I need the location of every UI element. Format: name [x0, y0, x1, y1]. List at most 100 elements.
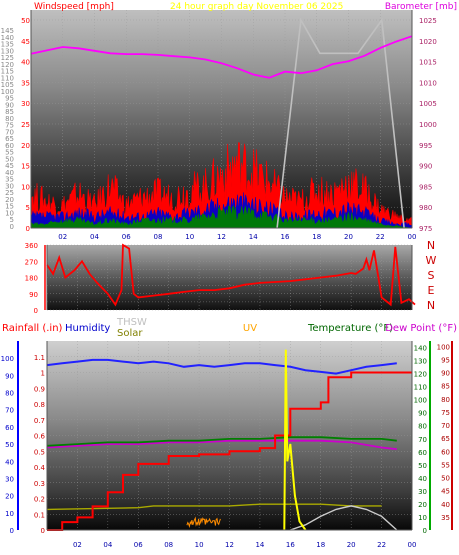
y-tick-label-secondary: 45 [5, 162, 14, 170]
x-tick-label: 06 [122, 233, 131, 241]
y-tick-label: 10 [21, 183, 30, 191]
x-tick-label: 02 [58, 233, 67, 241]
x-tick-label: 16 [286, 541, 295, 549]
y-tick-label-secondary: 35 [5, 176, 14, 184]
y-tick-label-right: 90 [418, 410, 427, 418]
series-solar [46, 503, 382, 511]
y-tick-label-right: 1025 [419, 17, 437, 25]
y-tick-label-right: 40 [418, 475, 427, 483]
y-tick-label: 0.4 [34, 464, 46, 472]
y-tick-label: 0.1 [34, 511, 45, 519]
y-tick-label: 1 [41, 370, 45, 378]
y-tick-label-secondary: 135 [1, 41, 14, 49]
y-tick-label-secondary: 60 [5, 142, 14, 150]
y-tick-label-secondary: 55 [5, 149, 14, 157]
x-tick-label: 04 [90, 233, 99, 241]
series-rainfall [47, 371, 412, 531]
x-tick-label: 14 [249, 233, 258, 241]
y-tick-label-right: 100 [414, 397, 427, 405]
y-tick-label-secondary: 70 [5, 128, 14, 136]
y-tick-label-right-secondary: 50 [441, 475, 450, 483]
series-windspeed-1 [30, 142, 413, 229]
y-tick-label-right: 130 [414, 358, 427, 366]
y-tick-label-secondary: 0 [10, 223, 14, 231]
uv-label: UV [243, 323, 257, 334]
y-tick-label-right-secondary: 90 [441, 370, 450, 378]
y-tick-label-right: 30 [418, 488, 427, 496]
y-tick-label-right: 10 [418, 514, 427, 522]
compass-label: S [428, 269, 435, 282]
y-tick-label-right: 980 [419, 204, 432, 212]
y-tick-label-secondary: 95 [5, 95, 14, 103]
y-tick-label: 25 [21, 121, 30, 129]
y-tick-label: 5 [26, 204, 30, 212]
y-tick-label-right: 60 [418, 449, 427, 457]
y-tick-label: 360 [25, 242, 38, 250]
x-tick-label: 22 [376, 233, 385, 241]
y-tick-label: 0.3 [34, 480, 45, 488]
y-tick-label-secondary: 105 [1, 81, 14, 89]
y-tick-label-secondary: 75 [5, 122, 14, 130]
chart-title: 24 hour graph day November 06 2025 [170, 2, 343, 12]
y-tick-label-secondary: 30 [5, 182, 14, 190]
y-tick-label: 0.5 [34, 448, 45, 456]
y-tick-label-secondary: 85 [5, 108, 14, 116]
y-tick-label-secondary: 70 [5, 407, 14, 415]
x-tick-label: 10 [185, 233, 194, 241]
rainfall-label: Rainfall (.in) [2, 323, 63, 334]
x-tick-label: 00 [408, 233, 417, 241]
y-tick-label: 0 [26, 225, 30, 233]
y-tick-label-secondary: 40 [5, 169, 14, 177]
y-tick-label-secondary: 130 [1, 47, 14, 55]
x-tick-label: 20 [347, 541, 356, 549]
x-tick-label: 20 [344, 233, 353, 241]
y-tick-label-right: 1005 [419, 100, 437, 108]
x-tick-label: 06 [134, 541, 143, 549]
y-tick-label: 0 [41, 527, 45, 535]
y-tick-label-right: 50 [418, 462, 427, 470]
y-tick-label: 45 [21, 38, 30, 46]
y-tick-label: 180 [25, 275, 38, 283]
series-gray-line [276, 17, 405, 229]
y-tick-label-secondary: 0 [10, 527, 14, 535]
y-tick-label-secondary: 60 [5, 424, 14, 432]
y-tick-label: 0.7 [34, 417, 45, 425]
left-axis-title: Windspeed [mph] [34, 2, 114, 12]
y-tick-label-secondary: 20 [5, 196, 14, 204]
series-humidity [46, 358, 397, 375]
y-tick-label-secondary: 90 [5, 101, 14, 109]
y-tick-label-secondary: 140 [1, 34, 14, 42]
x-tick-label: 16 [281, 233, 290, 241]
compass-label: N [427, 239, 435, 252]
x-tick-label: 18 [316, 541, 325, 549]
humidity-label: Humidity [65, 323, 110, 334]
x-tick-label: 18 [312, 233, 321, 241]
y-tick-label: 35 [21, 79, 30, 87]
y-tick-label-right-secondary: 100 [437, 343, 450, 351]
y-tick-label-secondary: 25 [5, 189, 14, 197]
y-tick-label: 0 [34, 307, 38, 315]
y-tick-label-right: 995 [419, 142, 432, 150]
y-tick-label: 0.6 [34, 433, 46, 441]
y-tick-label-secondary: 30 [5, 475, 14, 483]
y-tick-label-secondary: 10 [5, 209, 14, 217]
y-tick-label-secondary: 40 [5, 458, 14, 466]
y-tick-label-right: 80 [418, 423, 427, 431]
y-tick-label-right: 110 [414, 384, 427, 392]
y-tick-label-right: 1000 [419, 121, 437, 129]
y-tick-label-secondary: 5 [10, 216, 14, 224]
y-tick-label-right-secondary: 60 [441, 448, 450, 456]
x-tick-label: 12 [225, 541, 234, 549]
x-tick-label: 10 [195, 541, 204, 549]
y-tick-label-right-secondary: 65 [441, 435, 450, 443]
right-axis-title: Barometer [mb] [385, 2, 457, 12]
x-tick-label: 22 [377, 541, 386, 549]
compass-label: E [428, 284, 435, 297]
y-tick-label-secondary: 145 [1, 27, 14, 35]
y-tick-label-secondary: 65 [5, 135, 14, 143]
x-tick-label: 08 [164, 541, 173, 549]
x-tick-label: 04 [103, 541, 112, 549]
y-tick-label-right-secondary: 35 [441, 514, 450, 522]
